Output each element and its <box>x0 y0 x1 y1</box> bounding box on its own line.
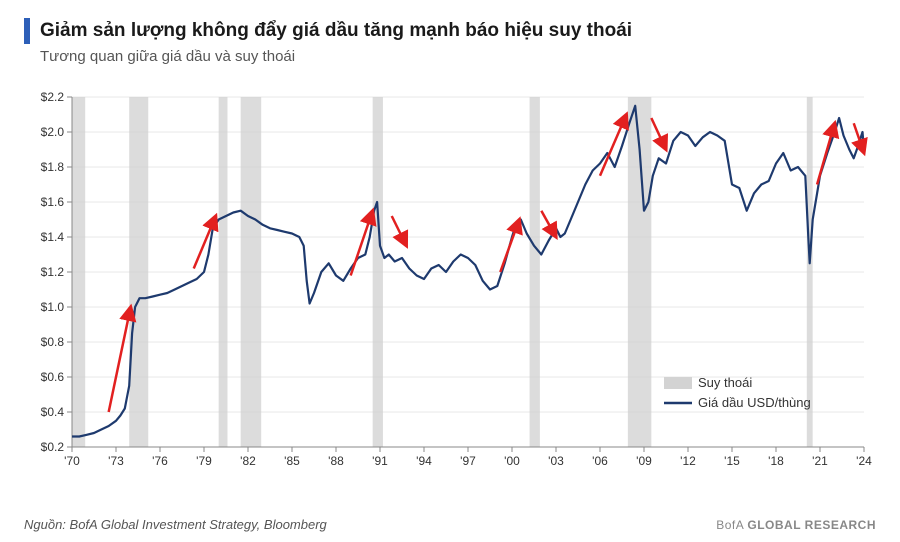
svg-text:'06: '06 <box>592 454 608 468</box>
svg-text:'79: '79 <box>196 454 212 468</box>
svg-text:'97: '97 <box>460 454 476 468</box>
svg-text:'73: '73 <box>108 454 124 468</box>
svg-text:Suy thoái: Suy thoái <box>698 375 752 390</box>
svg-text:$1.6: $1.6 <box>41 195 65 209</box>
chart-container: $0.2 $0.4 $0.6 $0.8 $1.0 $1.2 $1.4 $1.6 $1.8 $2.0… <box>24 87 876 477</box>
header: Giảm sản lượng không đẩy giá dầu tăng mạ… <box>0 0 900 73</box>
source-text: Nguồn: BofA Global Investment Strategy, … <box>24 517 327 532</box>
svg-text:$1.0: $1.0 <box>41 300 65 314</box>
chart-title: Giảm sản lượng không đẩy giá dầu tăng mạ… <box>40 20 632 42</box>
svg-text:$0.2: $0.2 <box>41 440 65 454</box>
svg-text:'21: '21 <box>812 454 828 468</box>
footer: Nguồn: BofA Global Investment Strategy, … <box>24 517 876 532</box>
svg-text:'85: '85 <box>284 454 300 468</box>
svg-text:'24: '24 <box>856 454 872 468</box>
brand-prefix: BofA <box>716 518 747 532</box>
legend: Suy thoái Giá dầu USD/thùng <box>664 375 811 410</box>
svg-text:'70: '70 <box>64 454 80 468</box>
svg-text:'76: '76 <box>152 454 168 468</box>
chart-subtitle: Tương quan giữa giá dầu và suy thoái <box>40 48 876 65</box>
svg-text:'94: '94 <box>416 454 432 468</box>
title-accent-bar <box>24 18 30 44</box>
svg-text:'12: '12 <box>680 454 696 468</box>
svg-text:'88: '88 <box>328 454 344 468</box>
svg-text:'03: '03 <box>548 454 564 468</box>
svg-text:'09: '09 <box>636 454 652 468</box>
svg-text:$1.8: $1.8 <box>41 160 65 174</box>
svg-text:$0.6: $0.6 <box>41 370 65 384</box>
svg-text:$1.4: $1.4 <box>41 230 65 244</box>
oil-price-chart: $0.2 $0.4 $0.6 $0.8 $1.0 $1.2 $1.4 $1.6 $1.8 $2.0… <box>24 87 876 477</box>
svg-text:Giá dầu USD/thùng: Giá dầu USD/thùng <box>698 395 811 410</box>
title-row: Giảm sản lượng không đẩy giá dầu tăng mạ… <box>24 18 876 44</box>
svg-text:'91: '91 <box>372 454 388 468</box>
svg-text:'00: '00 <box>504 454 520 468</box>
svg-text:$0.8: $0.8 <box>41 335 65 349</box>
svg-text:$0.4: $0.4 <box>41 405 65 419</box>
svg-text:$2.2: $2.2 <box>41 90 65 104</box>
svg-text:$2.0: $2.0 <box>41 125 65 139</box>
brand-text: BofA GLOBAL RESEARCH <box>716 518 876 532</box>
svg-text:'15: '15 <box>724 454 740 468</box>
svg-text:'18: '18 <box>768 454 784 468</box>
svg-text:$1.2: $1.2 <box>41 265 65 279</box>
brand-bold: GLOBAL RESEARCH <box>747 518 876 532</box>
svg-text:'82: '82 <box>240 454 256 468</box>
